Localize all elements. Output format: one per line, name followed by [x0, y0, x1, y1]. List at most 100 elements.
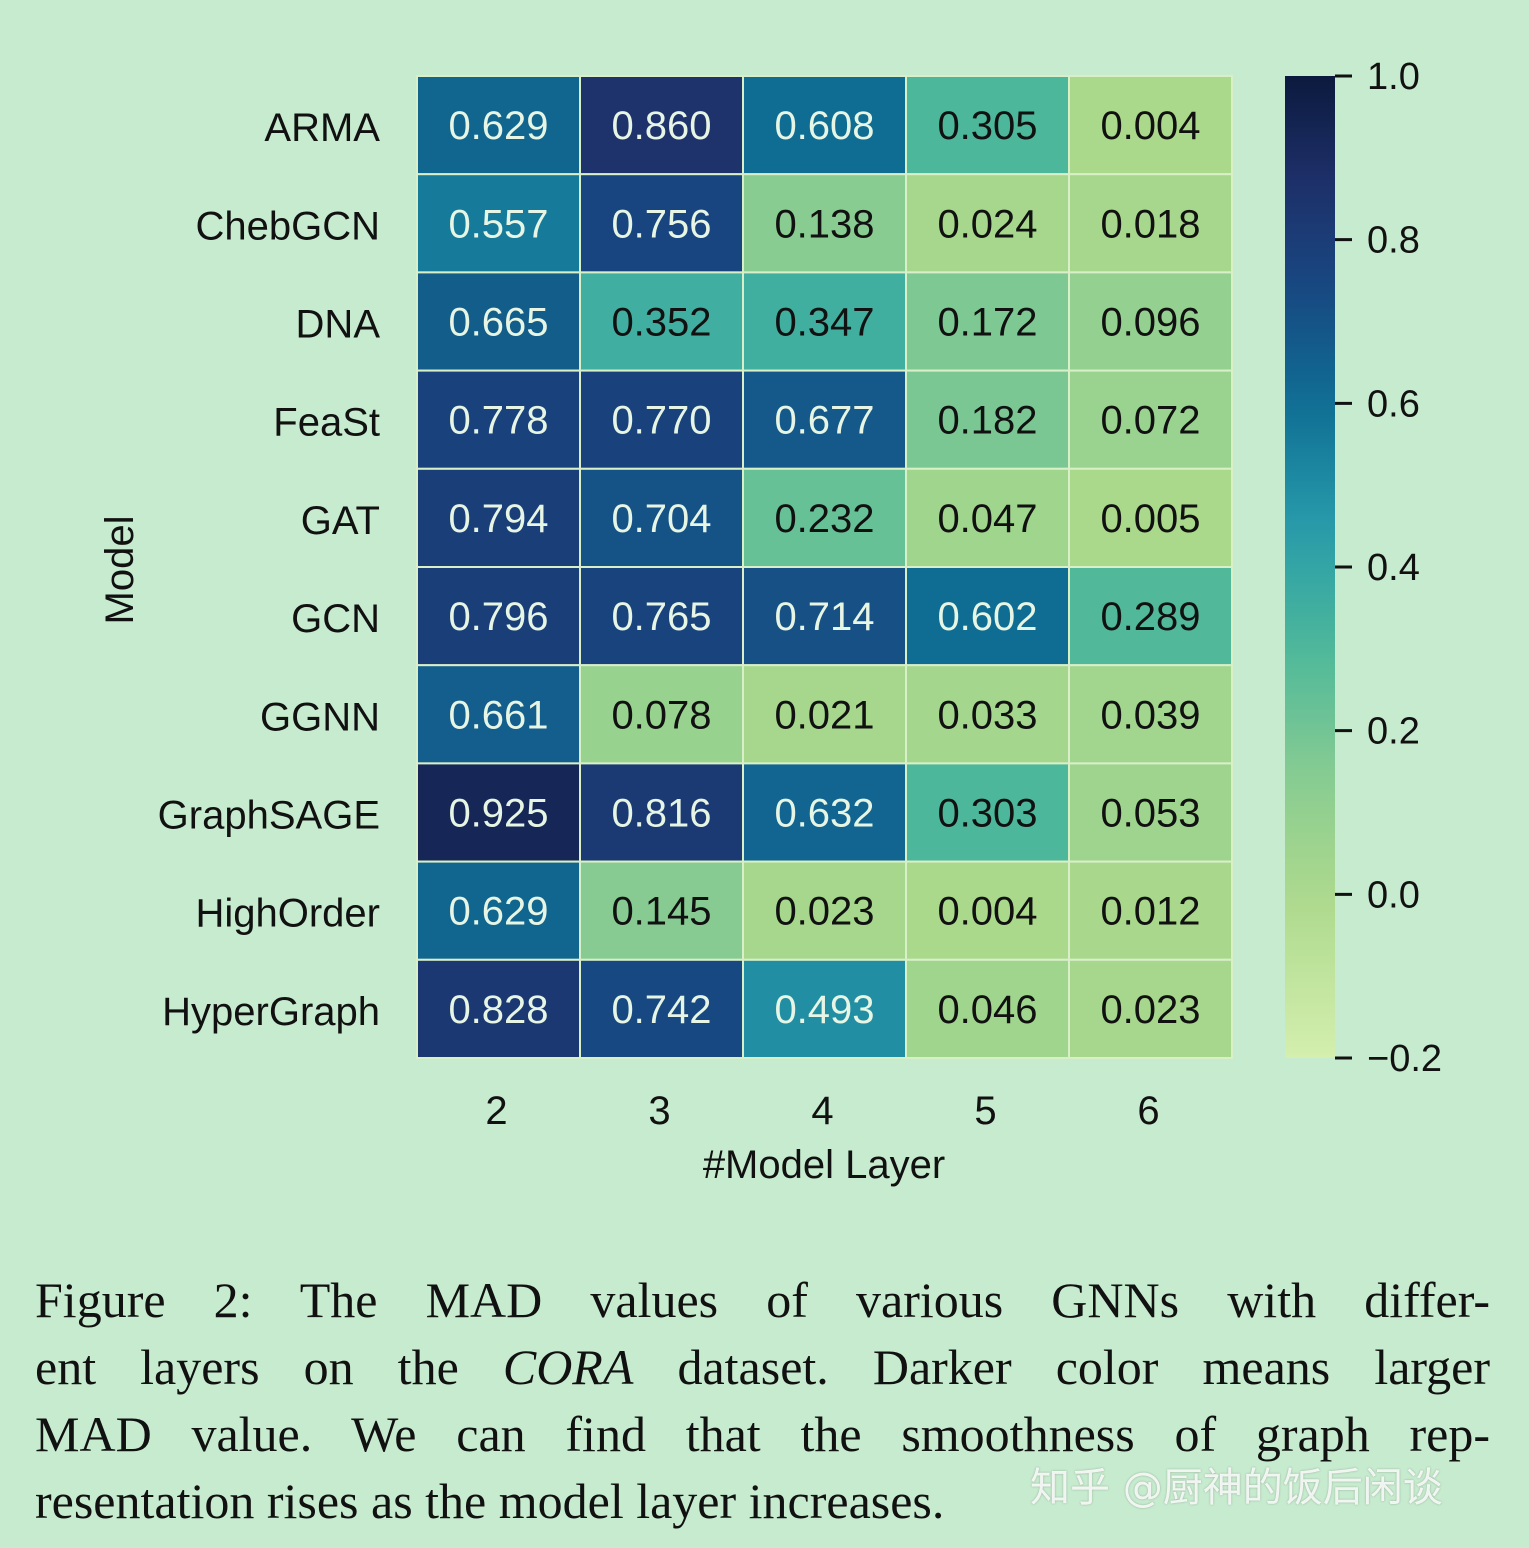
- heatmap-cell: 0.021: [742, 664, 907, 765]
- heatmap-cell: 0.602: [905, 566, 1070, 667]
- cell-rect: [579, 566, 744, 667]
- cell-value: 0.023: [774, 890, 874, 934]
- cell-rect: [579, 958, 744, 1059]
- heatmap-cell: 0.039: [1068, 664, 1233, 765]
- cell-value: 0.096: [1100, 301, 1200, 345]
- caption-text: resentation rises as the model layer inc…: [35, 1473, 945, 1529]
- heatmap-cell: 0.024: [905, 173, 1070, 274]
- cell-rect: [742, 173, 907, 274]
- cell-value: 0.232: [774, 497, 874, 541]
- heatmap-cell: 0.770: [579, 369, 744, 470]
- cell-value: 0.796: [448, 595, 548, 639]
- cell-value: 0.182: [937, 399, 1037, 443]
- heatmap-cell: 0.096: [1068, 271, 1233, 372]
- heatmap-cell: 0.765: [579, 566, 744, 667]
- heatmap-cell: 0.925: [416, 762, 581, 863]
- cell-rect: [416, 75, 581, 176]
- colorbar: [1285, 76, 1335, 1058]
- cell-rect: [579, 467, 744, 568]
- cell-value: 0.756: [611, 202, 711, 246]
- heatmap-cell: 0.018: [1068, 173, 1233, 274]
- heatmap-cell: 0.704: [579, 467, 744, 568]
- heatmap-cell: 0.665: [416, 271, 581, 372]
- cell-value: 0.021: [774, 693, 874, 737]
- cell-rect: [579, 271, 744, 372]
- watermark: 知乎 @厨神的饭后闲谈: [1030, 1465, 1443, 1511]
- cell-rect: [905, 762, 1070, 863]
- y-tick-label: ChebGCN: [195, 204, 380, 248]
- heatmap-cell: 0.794: [416, 467, 581, 568]
- x-tick-labels: 2 3 4 5 6: [485, 1089, 1159, 1133]
- y-tick-label: HighOrder: [195, 892, 380, 936]
- y-tick-label: DNA: [296, 303, 381, 347]
- heatmap-cell: 0.756: [579, 173, 744, 274]
- cell-value: 0.629: [448, 890, 548, 934]
- cell-value: 0.005: [1100, 497, 1200, 541]
- cell-value: 0.012: [1100, 890, 1200, 934]
- y-tick-label: GraphSAGE: [158, 794, 380, 838]
- colorbar-tick-label: 0.4: [1367, 547, 1420, 589]
- caption-text: dataset. Darker color means larger: [633, 1339, 1490, 1395]
- x-tick-label: 2: [485, 1089, 507, 1133]
- heatmap-cell: 0.493: [742, 958, 907, 1059]
- y-tick-label: HyperGraph: [162, 990, 380, 1034]
- heatmap-cell: 0.778: [416, 369, 581, 470]
- cell-rect: [416, 762, 581, 863]
- cell-rect: [416, 467, 581, 568]
- colorbar-tick-label: 0.0: [1367, 874, 1420, 916]
- cell-value: 0.770: [611, 399, 711, 443]
- caption-line: MAD value. We can find that the smoothne…: [35, 1401, 1490, 1468]
- cell-value: 0.289: [1100, 595, 1200, 639]
- cell-value: 0.352: [611, 301, 711, 345]
- cell-value: 0.172: [937, 301, 1037, 345]
- cell-value: 0.303: [937, 792, 1037, 836]
- cell-value: 0.677: [774, 399, 874, 443]
- heatmap-cell: 0.305: [905, 75, 1070, 176]
- heatmap-cell: 0.033: [905, 664, 1070, 765]
- colorbar-tick-label: 1.0: [1367, 56, 1420, 98]
- cell-value: 0.608: [774, 104, 874, 148]
- caption-text: CORA: [502, 1339, 634, 1395]
- heatmap-cell: 0.661: [416, 664, 581, 765]
- cell-rect: [742, 958, 907, 1059]
- colorbar-tick-label: −0.2: [1367, 1038, 1442, 1080]
- heatmap-chart: 0.629 0.860 0.608 0.305 0.004 0.557 0.756 0.138…: [98, 56, 1442, 1187]
- cell-rect: [416, 664, 581, 765]
- cell-rect: [416, 173, 581, 274]
- heatmap-cell: 0.796: [416, 566, 581, 667]
- heatmap-cell: 0.172: [905, 271, 1070, 372]
- colorbar-tick-label: 0.2: [1367, 711, 1420, 753]
- cell-value: 0.778: [448, 399, 548, 443]
- cell-value: 0.004: [937, 890, 1037, 934]
- caption-text: ent layers on the: [35, 1339, 503, 1395]
- heatmap-cell: 0.138: [742, 173, 907, 274]
- heatmap-cells: 0.629 0.860 0.608 0.305 0.004 0.557 0.756 0.138…: [416, 75, 1233, 1059]
- y-axis-label: Model: [98, 516, 142, 625]
- caption-line: resentation rises as the model layer inc…: [35, 1468, 1490, 1535]
- cell-rect: [1068, 860, 1233, 961]
- heatmap-cell: 0.629: [416, 75, 581, 176]
- cell-value: 0.632: [774, 792, 874, 836]
- cell-rect: [1068, 369, 1233, 470]
- heatmap-cell: 0.232: [742, 467, 907, 568]
- caption-text: Figure 2: The MAD values of various GNNs…: [35, 1272, 1490, 1328]
- heatmap-cell: 0.005: [1068, 467, 1233, 568]
- heatmap-cell: 0.078: [579, 664, 744, 765]
- cell-value: 0.493: [774, 988, 874, 1032]
- heatmap-cell: 0.677: [742, 369, 907, 470]
- cell-value: 0.661: [448, 693, 548, 737]
- cell-value: 0.046: [937, 988, 1037, 1032]
- heatmap-cell: 0.053: [1068, 762, 1233, 863]
- heatmap-cell: 0.828: [416, 958, 581, 1059]
- cell-rect: [579, 860, 744, 961]
- heatmap-cell: 0.004: [905, 860, 1070, 961]
- cell-value: 0.047: [937, 497, 1037, 541]
- heatmap-cell: 0.860: [579, 75, 744, 176]
- x-tick-label: 6: [1137, 1089, 1159, 1133]
- cell-rect: [742, 467, 907, 568]
- heatmap-cell: 0.046: [905, 958, 1070, 1059]
- caption-line: ent layers on the CORA dataset. Darker c…: [35, 1334, 1490, 1401]
- cell-value: 0.305: [937, 104, 1037, 148]
- cell-value: 0.742: [611, 988, 711, 1032]
- y-tick-labels: ARMA ChebGCN DNA FeaSt GAT GCN GGNN GraphSAGE Hi…: [158, 106, 381, 1034]
